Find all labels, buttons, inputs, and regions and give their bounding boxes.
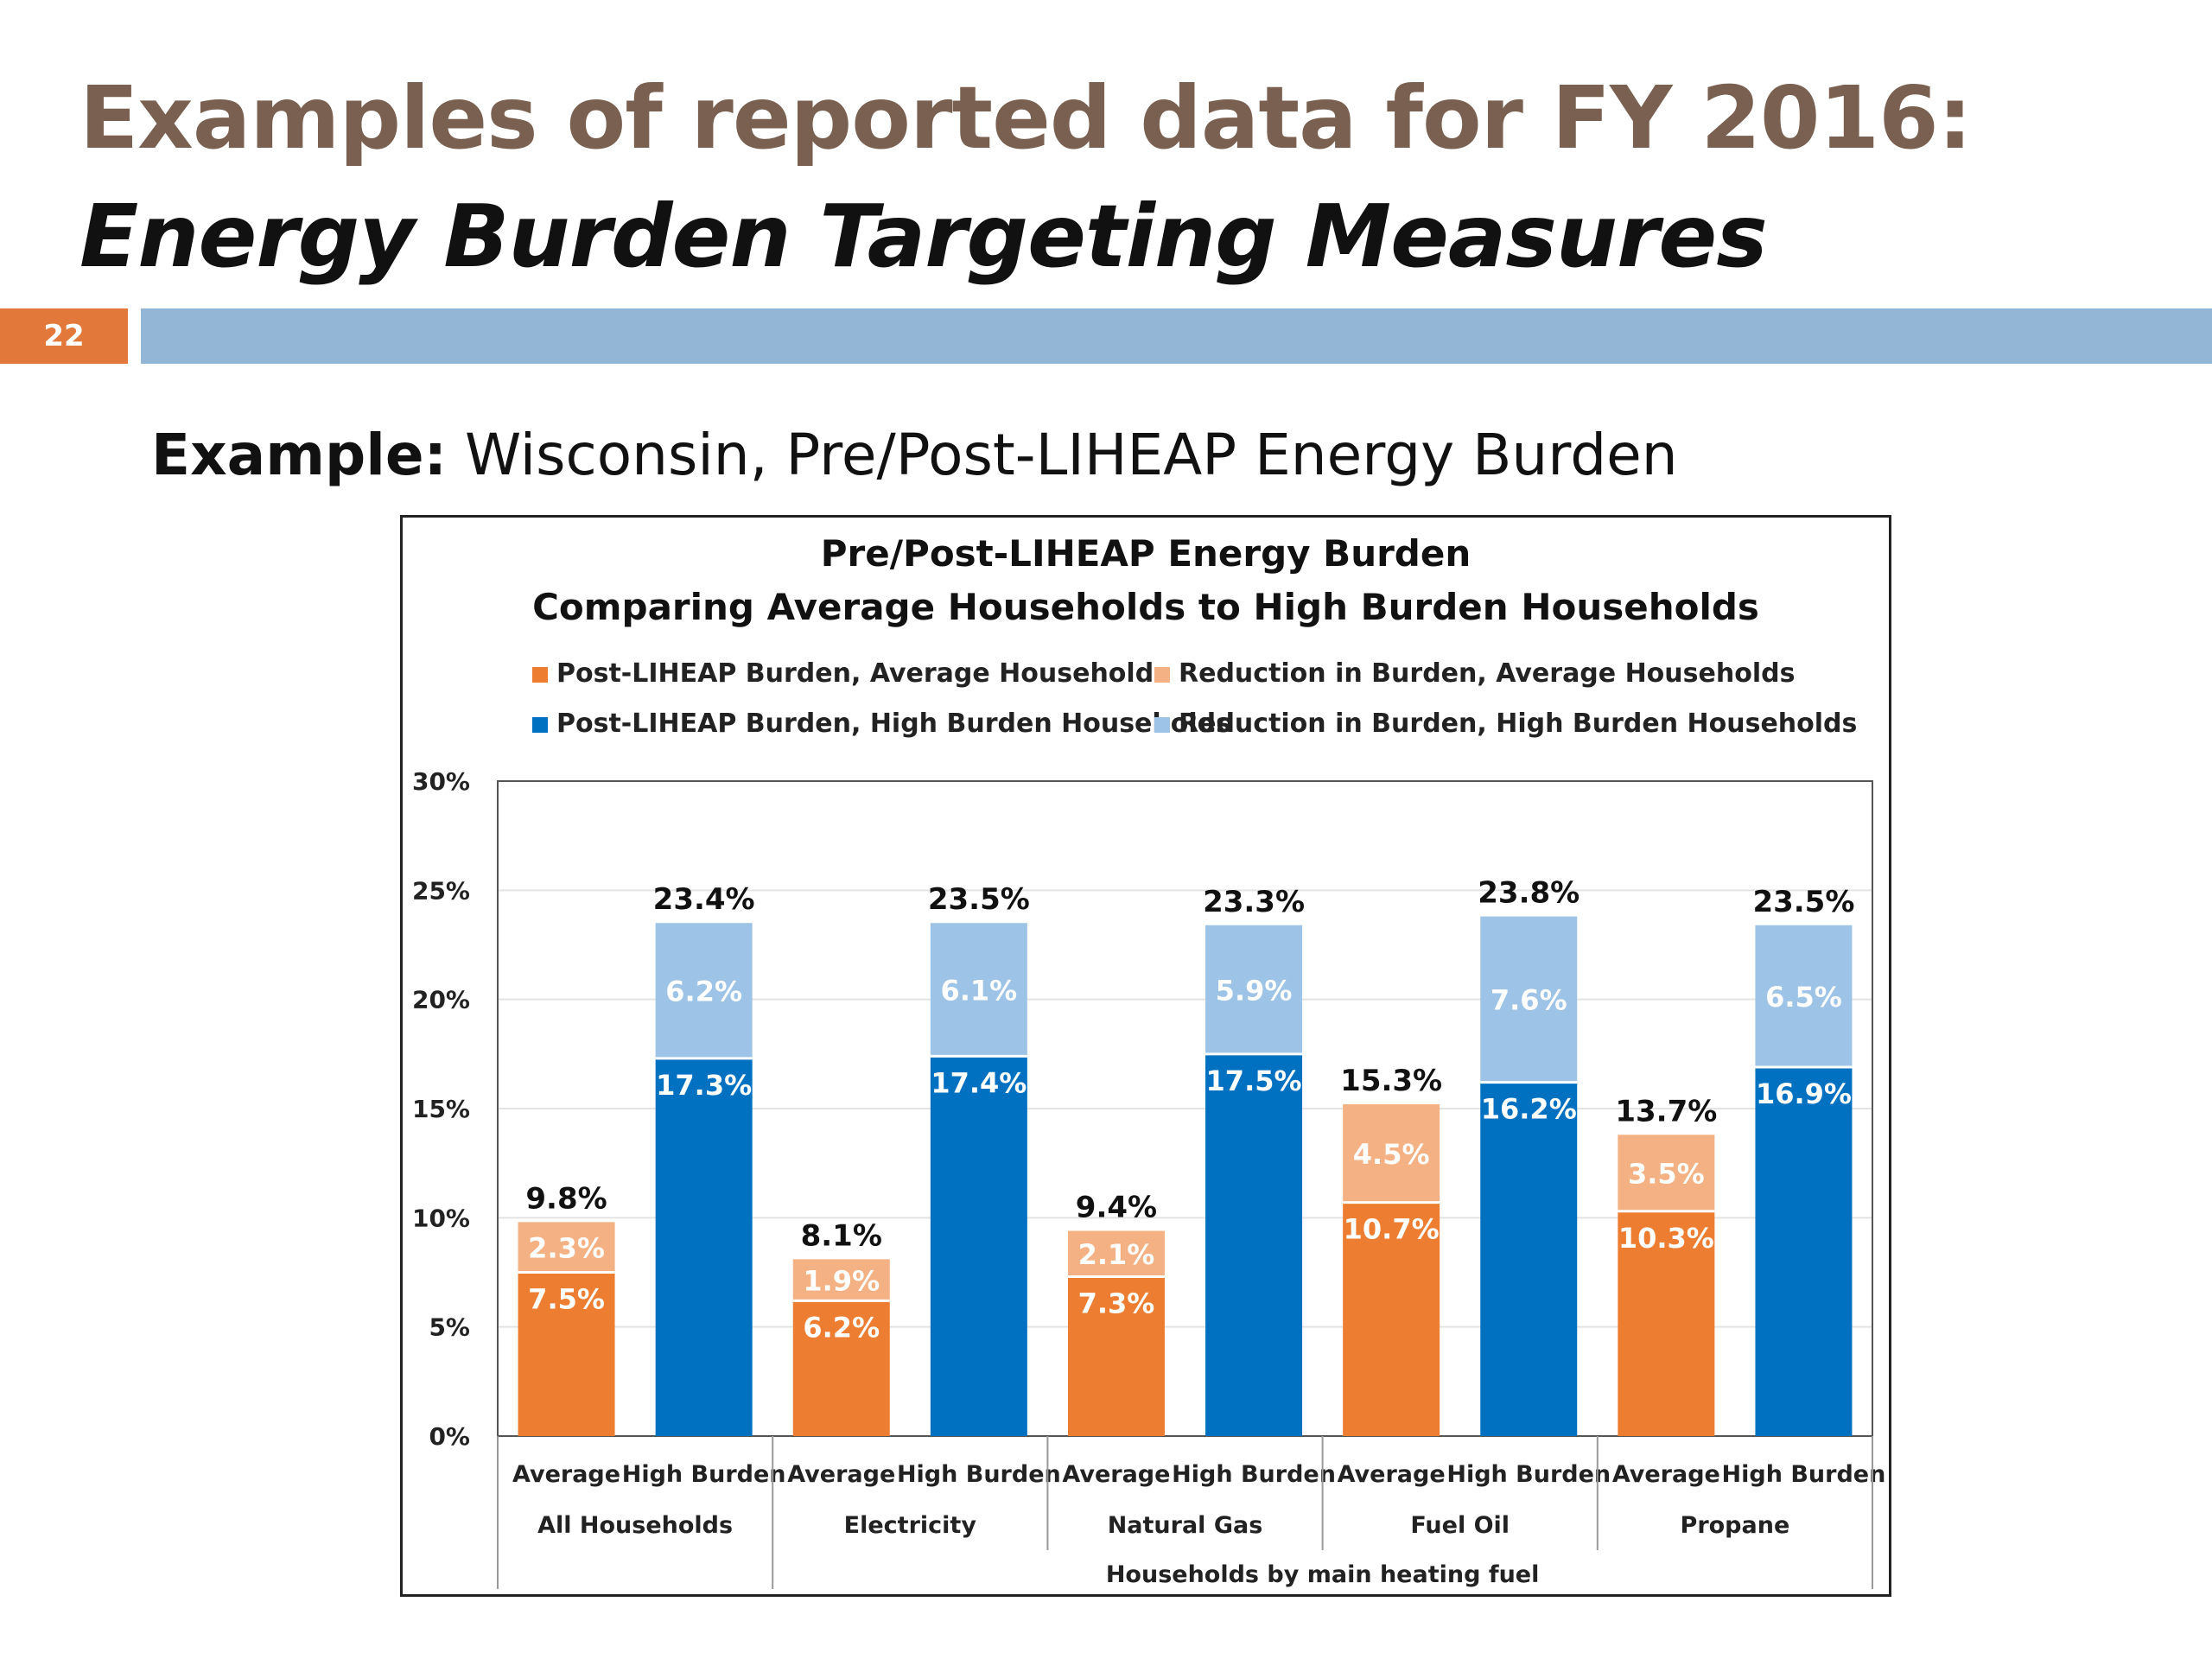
bar-reduction-high <box>930 923 1027 1057</box>
group-label: Natural Gas <box>1108 1512 1263 1539</box>
data-label-reduction: 5.9% <box>1216 974 1293 1007</box>
bar-post-average <box>792 1300 890 1436</box>
supergroup-label: Households by main heating fuel <box>1106 1561 1540 1588</box>
bar-reduction-average <box>1343 1103 1440 1203</box>
data-label-post: 6.2% <box>803 1311 880 1344</box>
bar-reduction-high <box>1480 916 1578 1083</box>
example-label: Example: <box>151 422 447 488</box>
data-label-post: 16.2% <box>1481 1093 1577 1126</box>
legend-label-1: Post-LIHEAP Burden, Average Households <box>556 658 1169 689</box>
example-line: Example: Wisconsin, Pre/Post-LIHEAP Ener… <box>151 422 1678 488</box>
x-tick-label: High Burden <box>622 1461 786 1488</box>
data-label-post: 17.3% <box>656 1069 752 1102</box>
page-number-badge: 22 <box>0 308 128 364</box>
chart-frame: Pre/Post-LIHEAP Energy Burden Comparing A… <box>400 515 1891 1597</box>
example-text: Wisconsin, Pre/Post-LIHEAP Energy Burden <box>464 422 1678 488</box>
data-label-total: 9.8% <box>525 1181 607 1216</box>
data-label-total: 23.4% <box>653 882 755 917</box>
bar-post-high <box>1480 1082 1578 1436</box>
bar-post-high <box>655 1058 753 1436</box>
bar-reduction-high <box>655 923 753 1058</box>
data-label-total: 13.7% <box>1615 1094 1717 1128</box>
legend-swatch-1 <box>532 667 548 683</box>
chart-title-line-2: Comparing Average Households to High Bur… <box>532 586 1759 628</box>
x-tick-label: Average <box>1338 1461 1446 1488</box>
legend-label-3: Post-LIHEAP Burden, High Burden Househol… <box>556 709 1231 739</box>
data-label-total: 8.1% <box>801 1218 882 1253</box>
y-tick-label: 5% <box>429 1313 470 1342</box>
energy-burden-chart: Pre/Post-LIHEAP Energy Burden Comparing A… <box>412 532 1886 1589</box>
legend-label-2: Reduction in Burden, Average Households <box>1179 658 1795 689</box>
legend-swatch-4 <box>1154 717 1170 733</box>
bar-post-high <box>930 1056 1027 1436</box>
group-label: All Households <box>537 1512 733 1539</box>
data-label-reduction: 1.9% <box>803 1264 880 1297</box>
x-tick-label: High Burden <box>1446 1461 1611 1488</box>
data-label-post: 17.5% <box>1206 1065 1302 1097</box>
title-rule <box>141 308 2212 364</box>
bar-post-average <box>1067 1276 1165 1436</box>
bar-reduction-average <box>1618 1135 1715 1211</box>
x-tick-label: High Burden <box>1172 1461 1336 1488</box>
data-label-total: 23.8% <box>1478 876 1580 911</box>
bar-post-high <box>1205 1053 1303 1436</box>
bar-reduction-average <box>792 1259 890 1301</box>
y-tick-label: 10% <box>412 1204 470 1232</box>
data-label-total: 23.5% <box>1752 885 1854 919</box>
group-label: Propane <box>1681 1512 1790 1539</box>
x-tick-label: Average <box>512 1461 620 1488</box>
group-label: Fuel Oil <box>1410 1512 1510 1539</box>
legend-label-4: Reduction in Burden, High Burden Househo… <box>1179 709 1857 739</box>
bar-post-average <box>1618 1211 1715 1436</box>
slide-title: Examples of reported data for FY 2016: <box>79 67 1973 168</box>
bar-post-average <box>518 1272 615 1436</box>
legend-swatch-2 <box>1154 667 1170 683</box>
data-label-reduction: 3.5% <box>1628 1158 1705 1191</box>
data-label-reduction: 2.3% <box>528 1231 605 1264</box>
data-label-post: 10.7% <box>1344 1213 1440 1246</box>
x-tick-label: Average <box>1612 1461 1720 1488</box>
bar-post-average <box>1343 1202 1440 1436</box>
x-tick-label: Average <box>787 1461 895 1488</box>
y-tick-label: 20% <box>412 986 470 1014</box>
bar-reduction-high <box>1205 925 1303 1054</box>
x-tick-label: Average <box>1062 1461 1170 1488</box>
data-label-reduction: 2.1% <box>1078 1238 1155 1271</box>
data-label-reduction: 4.5% <box>1353 1138 1430 1171</box>
x-tick-label: High Burden <box>1722 1461 1886 1488</box>
y-tick-label: 30% <box>412 767 470 796</box>
data-label-reduction: 6.2% <box>665 976 742 1008</box>
x-tick-label: High Burden <box>897 1461 1061 1488</box>
data-label-total: 9.4% <box>1076 1190 1157 1224</box>
data-label-total: 23.3% <box>1203 885 1305 919</box>
data-label-post: 16.9% <box>1756 1077 1852 1110</box>
chart-title-line-1: Pre/Post-LIHEAP Energy Burden <box>821 532 1471 575</box>
data-label-reduction: 6.1% <box>940 974 1017 1007</box>
y-tick-label: 25% <box>412 876 470 905</box>
y-tick-label: 0% <box>429 1422 470 1451</box>
group-label: Electricity <box>844 1512 977 1539</box>
data-label-reduction: 6.5% <box>1765 981 1842 1014</box>
data-label-post: 7.3% <box>1078 1287 1155 1320</box>
data-label-total: 23.5% <box>928 882 1030 917</box>
data-label-post: 7.5% <box>528 1283 605 1316</box>
bar-reduction-average <box>518 1222 615 1273</box>
data-label-total: 15.3% <box>1340 1064 1442 1098</box>
data-label-post: 10.3% <box>1618 1222 1714 1255</box>
plot-area <box>497 780 1873 1437</box>
y-tick-label: 15% <box>412 1095 470 1123</box>
data-label-reduction: 7.6% <box>1491 984 1567 1017</box>
bar-reduction-average <box>1067 1230 1165 1277</box>
bar-reduction-high <box>1755 925 1853 1067</box>
slide-subtitle: Energy Burden Targeting Measures <box>79 186 1768 287</box>
legend-swatch-3 <box>532 717 548 733</box>
bar-post-high <box>1755 1066 1853 1436</box>
data-label-post: 17.4% <box>931 1066 1027 1099</box>
